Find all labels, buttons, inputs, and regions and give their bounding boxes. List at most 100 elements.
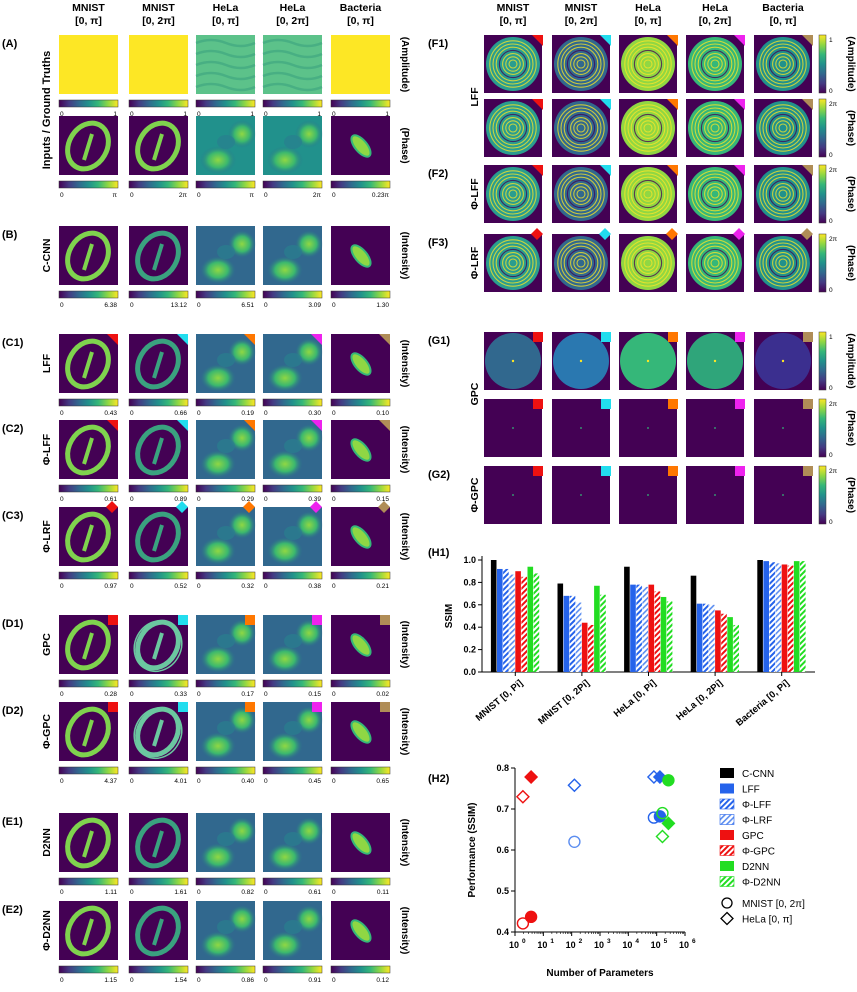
colorbar-min-label: 0	[332, 192, 336, 199]
method-marker	[600, 99, 611, 110]
lens-ring	[560, 107, 602, 149]
digit-stroke	[135, 817, 181, 869]
bar	[654, 591, 661, 672]
colorbar	[195, 99, 256, 108]
lens-ring	[694, 43, 736, 85]
texture-stroke	[262, 38, 323, 48]
lens-ring	[637, 117, 659, 139]
image-tile: 0 0.89	[128, 420, 189, 503]
colorbar-min-label: 0	[332, 302, 336, 309]
lens-ring	[495, 176, 531, 212]
colorbar-min-label: 0	[264, 977, 268, 984]
colorbar-min-label: 0	[829, 287, 833, 294]
lens-ring	[566, 248, 596, 278]
image-tile: 0 0.52	[128, 501, 189, 590]
digit-stroke	[152, 830, 164, 858]
colorbar-max-label: 6.51	[241, 302, 254, 309]
lens-ring	[560, 173, 602, 215]
y-tick-label: 0.6	[496, 845, 509, 855]
texture-stroke	[195, 71, 256, 81]
method-marker	[533, 466, 543, 476]
lens-ring	[759, 170, 807, 218]
colorbar	[330, 484, 391, 493]
lens-ring	[557, 239, 605, 287]
cell-blob	[217, 634, 235, 648]
image-tile: 0 0.23π	[330, 116, 391, 199]
amplitude-tile	[129, 35, 188, 94]
image-tile	[552, 399, 611, 457]
legend-swatch	[720, 830, 734, 840]
lens-ring	[489, 40, 537, 88]
colorbar-max-label: 1.11	[105, 889, 118, 896]
legend-swatch	[719, 814, 735, 825]
digit-stroke	[65, 511, 111, 563]
colorbar-min-label: 0	[829, 88, 833, 95]
legend-entry: C-CNN	[720, 768, 774, 780]
lens-ring	[624, 40, 672, 88]
colorbar	[195, 679, 256, 688]
colorbar-max-label: 2π	[829, 167, 838, 174]
colorbar-max-label: 6.38	[104, 302, 117, 309]
lens-ring	[576, 59, 586, 69]
x-tick-label: 10	[594, 940, 604, 950]
scatter-point	[516, 917, 530, 930]
lens-ring	[492, 107, 534, 149]
column-header: MNIST	[565, 2, 598, 14]
lens-ring	[563, 245, 599, 281]
bar	[733, 624, 739, 672]
center-dot	[714, 494, 716, 496]
image-tile: 0 6.38	[58, 226, 119, 309]
cell-blob	[284, 526, 302, 540]
lens-disk	[621, 37, 675, 91]
method-marker	[599, 228, 611, 240]
legend-entry: Φ-LRF	[719, 814, 772, 827]
lens-ring	[765, 245, 801, 281]
bar	[503, 568, 509, 672]
colorbar-min-label: 0	[829, 218, 833, 225]
bar	[509, 574, 515, 672]
lens-ring	[637, 252, 659, 274]
colorbar	[195, 877, 256, 886]
colorbar-min-label: 0	[332, 778, 336, 785]
colorbar-min-label: 0	[264, 410, 268, 417]
lens-ring	[630, 176, 666, 212]
lens-ring	[768, 49, 798, 79]
lens-ring	[492, 43, 534, 85]
colorbar	[58, 398, 119, 407]
colorbar-max-label: 1.30	[376, 302, 389, 309]
lens-ring	[700, 113, 730, 143]
method-marker	[802, 165, 813, 176]
colorbar-min-label: 0	[197, 583, 201, 590]
colorbar-min-label: 0	[264, 302, 268, 309]
x-tick-exponent: 0	[522, 938, 526, 945]
lens-ring	[502, 117, 524, 139]
colorbar	[128, 965, 189, 974]
row-tag: (F2)	[428, 168, 449, 180]
image-tile	[484, 35, 543, 93]
lens-ring	[772, 117, 794, 139]
digit-stroke	[65, 905, 111, 957]
method-marker	[601, 332, 611, 342]
colorbar-max-label: 0.38	[308, 583, 321, 590]
lens-ring	[762, 173, 804, 215]
cell-blob	[228, 424, 256, 452]
cell-blob	[295, 817, 323, 845]
method-marker	[735, 399, 745, 409]
lens-ring	[640, 56, 656, 72]
method-marker	[178, 615, 188, 625]
lens-disk	[756, 236, 810, 290]
row-unit-label: (Intensity)	[399, 340, 410, 388]
lens-ring	[557, 40, 605, 88]
colorbar	[818, 331, 827, 391]
digit-stroke	[65, 424, 111, 476]
legend-swatch	[721, 897, 733, 909]
scatter-point	[568, 835, 581, 848]
cell-blob	[217, 353, 235, 367]
image-tile: 0 0.61	[262, 813, 323, 896]
bar	[660, 596, 667, 672]
image-tile: 0 0.28	[58, 615, 119, 698]
lens-ring	[643, 189, 653, 199]
method-marker	[802, 35, 813, 46]
column-header: MNIST	[142, 2, 175, 14]
